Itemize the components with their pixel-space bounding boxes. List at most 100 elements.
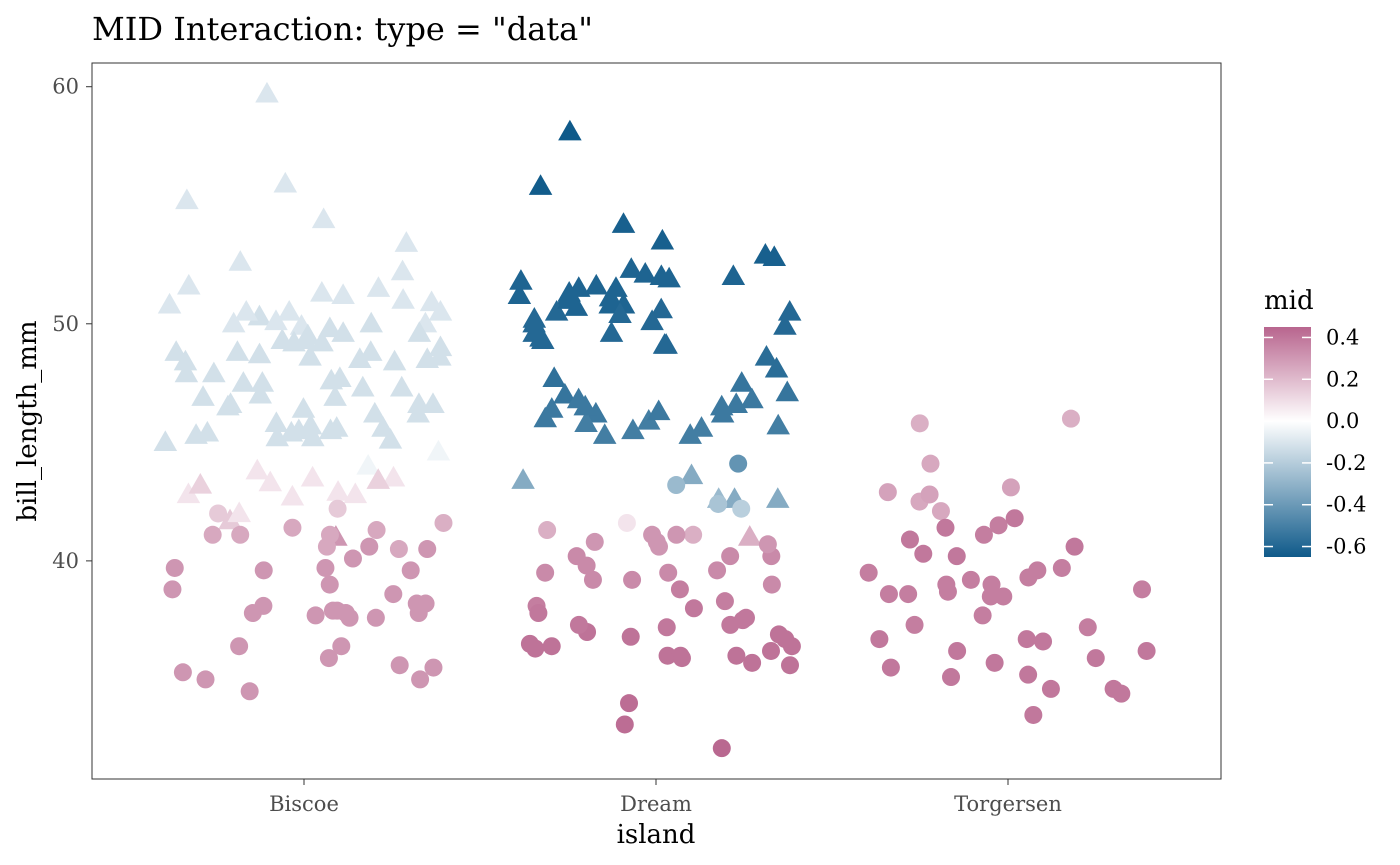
triangle-point [227,501,251,523]
circle-point [163,580,182,599]
circle-point [1005,509,1024,528]
circle-point [879,585,898,604]
circle-point [1017,630,1036,649]
triangle-point [678,423,702,444]
triangle-point [754,344,779,366]
triangle-point [231,371,256,392]
circle-point [366,608,385,627]
triangle-point [323,385,347,406]
circle-point [761,641,780,660]
circle-point [732,499,751,518]
circle-point [389,540,408,559]
triangle-point [273,171,298,193]
triangle-point [225,340,250,361]
triangle-point [264,309,288,331]
triangle-point [553,382,577,404]
circle-point [583,570,602,589]
circle-point [905,615,924,634]
circle-point [390,656,409,675]
y-axis: 40 50 60 [52,75,92,573]
circle-point [231,525,250,544]
triangle-point [378,427,403,449]
circle-point [981,587,1000,606]
legend-tick-label: 0.2 [1326,367,1359,391]
triangle-point [319,368,344,390]
circle-point [165,558,184,577]
triangle-point [573,394,597,416]
triangle-point [298,344,322,366]
triangle-point [592,423,617,444]
triangle-point [608,302,632,323]
triangle-point [366,276,391,297]
triangle-point [331,321,355,342]
legend-ticks: 0.4 0.2 0.0 -0.2 -0.4 -0.6 [1264,325,1367,559]
triangle-point [175,188,199,210]
circle-point [712,739,731,758]
triangle-point [248,382,272,404]
triangle-point [533,406,558,428]
legend-title: mid [1264,286,1314,316]
triangle-point [301,425,325,447]
triangle-point [176,482,201,504]
circle-point [762,575,781,594]
triangle-point [428,335,453,357]
triangle-point [291,397,316,418]
circle-point [985,653,1004,672]
x-tick-label: Torgersen [954,792,1062,816]
triangle-point [318,316,342,338]
circle-point [173,663,192,682]
triangle-point [191,385,215,406]
triangle-point [531,328,555,350]
circle-point [936,518,955,537]
circle-point [407,594,426,613]
triangle-point [724,392,748,414]
triangle-point [766,413,790,435]
circle-point [209,504,228,523]
circle-point [319,649,338,668]
circle-point [1078,618,1097,637]
circle-point [974,525,993,544]
triangle-point [558,119,582,141]
circle-point [729,454,748,473]
circle-point [332,637,351,656]
triangle-point [640,309,664,331]
circle-point [323,601,342,620]
circle-point [659,563,678,582]
triangle-point [507,283,532,304]
circle-point [1024,705,1043,724]
triangle-point [765,487,790,508]
circle-point [859,563,878,582]
circle-point [1052,558,1071,577]
circle-point [320,525,339,544]
circle-point [529,604,548,623]
circle-point [411,670,430,689]
circle-point [776,630,795,649]
triangle-point [318,418,343,440]
triangle-point [773,314,797,335]
circle-point [948,641,967,660]
circle-point [780,656,799,675]
legend-tick-label: -0.4 [1326,493,1367,517]
triangle-point [366,468,390,489]
legend-tick-label: 0.0 [1326,409,1359,433]
circle-point [643,525,662,544]
circle-point [623,570,642,589]
triangle-point [544,299,569,321]
circle-point [758,535,777,554]
triangle-point [287,418,311,440]
triangle-point [389,375,414,397]
circle-point [254,561,273,580]
circle-point [230,637,249,656]
triangle-point [621,418,645,440]
triangle-point [216,394,240,416]
circle-point [870,630,889,649]
circle-point [881,658,900,677]
legend-tick-label: -0.6 [1326,535,1367,559]
circle-point [989,516,1008,535]
legend-tick-label: -0.2 [1326,451,1367,475]
triangle-point [611,212,636,233]
triangle-point [174,361,199,383]
triangle-point [390,259,415,281]
triangle-point [326,480,350,501]
triangle-point [311,207,336,229]
